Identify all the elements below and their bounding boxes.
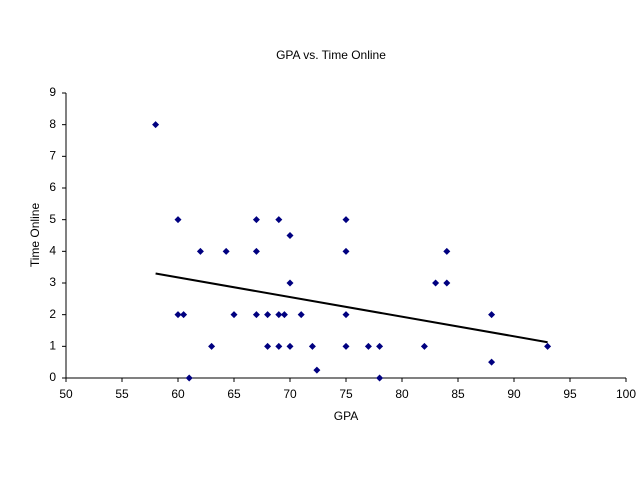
point xyxy=(286,342,294,350)
point xyxy=(185,374,193,382)
point xyxy=(342,247,350,255)
point xyxy=(222,247,230,255)
x-tick-label: 95 xyxy=(563,387,577,401)
point xyxy=(252,216,260,224)
point xyxy=(364,342,372,350)
point xyxy=(275,216,283,224)
trendline xyxy=(155,272,548,344)
point xyxy=(252,247,260,255)
y-tick-label: 0 xyxy=(49,370,56,384)
point xyxy=(286,279,294,287)
y-tick-label: 4 xyxy=(49,244,56,258)
point xyxy=(152,121,160,129)
point xyxy=(297,311,305,319)
x-tick-label: 90 xyxy=(507,387,521,401)
x-tick-label: 75 xyxy=(339,387,353,401)
x-tick-label: 60 xyxy=(171,387,185,401)
point xyxy=(420,342,428,350)
point xyxy=(180,311,188,319)
y-tick-label: 9 xyxy=(49,85,56,99)
x-tick-label: 65 xyxy=(227,387,241,401)
y-tick-label: 1 xyxy=(49,339,56,353)
y-tick-label: 8 xyxy=(49,117,56,131)
point xyxy=(208,342,216,350)
point xyxy=(376,342,384,350)
point xyxy=(544,342,552,350)
y-tick-label: 6 xyxy=(49,180,56,194)
x-axis-title: GPA xyxy=(334,409,358,423)
y-tick-label: 3 xyxy=(49,275,56,289)
point xyxy=(196,247,204,255)
point xyxy=(280,311,288,319)
point xyxy=(432,279,440,287)
chart-title: GPA vs. Time Online xyxy=(276,48,386,62)
point xyxy=(264,342,272,350)
x-tick-label: 100 xyxy=(616,387,636,401)
point xyxy=(230,311,238,319)
point xyxy=(252,311,260,319)
x-tick-label: 70 xyxy=(283,387,297,401)
y-tick-label: 7 xyxy=(49,149,56,163)
point xyxy=(443,247,451,255)
x-tick-label: 85 xyxy=(451,387,465,401)
x-tick-label: 55 xyxy=(115,387,129,401)
point xyxy=(342,342,350,350)
point xyxy=(286,232,294,239)
point xyxy=(174,216,182,224)
point xyxy=(275,311,283,319)
x-tick-label: 50 xyxy=(59,387,73,401)
point xyxy=(342,311,350,319)
point xyxy=(488,311,496,319)
point xyxy=(342,216,350,224)
point xyxy=(313,366,321,374)
y-tick-label: 5 xyxy=(49,212,56,226)
point xyxy=(264,311,272,319)
point xyxy=(376,374,384,382)
point xyxy=(488,358,496,366)
point xyxy=(275,342,283,350)
x-tick-label: 80 xyxy=(395,387,409,401)
point xyxy=(308,342,316,350)
y-axis-title: Time Online xyxy=(28,203,42,268)
y-tick-label: 2 xyxy=(49,307,56,321)
point xyxy=(174,311,182,319)
point xyxy=(443,279,451,287)
